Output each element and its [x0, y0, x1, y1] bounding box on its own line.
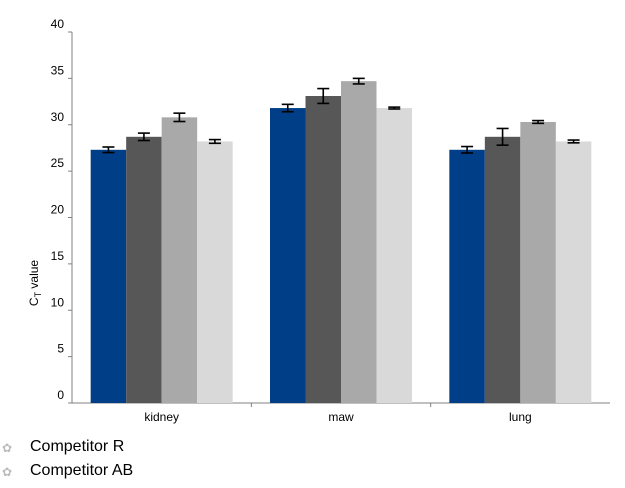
- leaf-icon: ✿: [2, 441, 13, 455]
- bar: [197, 141, 233, 403]
- y-tick-label: 40: [51, 17, 65, 31]
- bar: [270, 108, 306, 404]
- bar: [484, 136, 521, 403]
- x-tick-label: maw: [328, 410, 354, 424]
- y-tick-label: 0: [57, 388, 64, 402]
- y-tick-labels: 0 5 10 15 20 25 30 35 40: [51, 17, 72, 404]
- y-tick-label: 5: [57, 342, 64, 356]
- legend-label: Competitor AB: [30, 462, 134, 479]
- bar: [90, 149, 127, 403]
- y-tick-label: 35: [51, 63, 65, 77]
- error-bars: [102, 77, 580, 154]
- y-tick-label: 15: [51, 249, 65, 263]
- x-tick-labels: kidney maw lung: [144, 410, 531, 424]
- legend: ✿ Competitor R ✿ Competitor AB: [0, 438, 300, 486]
- x-tick-label: lung: [509, 410, 532, 424]
- bar: [126, 136, 162, 403]
- bar: [376, 108, 412, 404]
- y-tick-label: 25: [51, 156, 65, 170]
- y-tick-label: 10: [51, 295, 65, 309]
- bar: [449, 149, 485, 403]
- bar-chart: 0 5 10 15 20 25 30 35 40 kidney maw lung CT value: [27, 17, 610, 424]
- bar: [520, 121, 556, 403]
- leaf-icon: ✿: [2, 465, 13, 479]
- bars: [90, 81, 592, 404]
- bar: [341, 81, 377, 403]
- x-tick-label: kidney: [144, 410, 179, 424]
- bar: [305, 95, 341, 403]
- bar: [555, 141, 592, 403]
- legend-label: Competitor R: [30, 438, 125, 455]
- legend-item-competitor-ab: ✿ Competitor AB: [0, 462, 300, 486]
- bar: [161, 117, 198, 403]
- legend-item-competitor-r: ✿ Competitor R: [0, 438, 300, 462]
- y-axis-label: CT value: [27, 260, 43, 307]
- y-tick-label: 30: [51, 110, 65, 124]
- y-tick-label: 20: [51, 203, 65, 217]
